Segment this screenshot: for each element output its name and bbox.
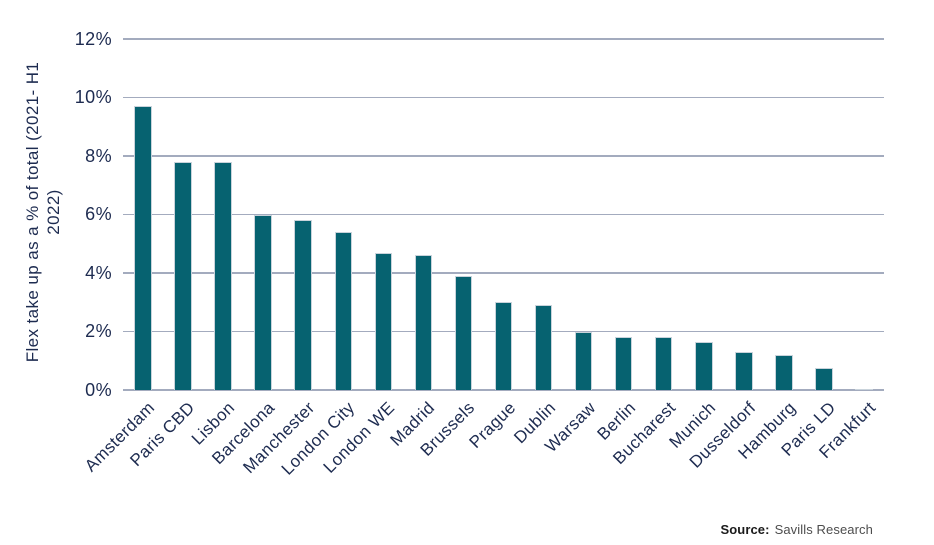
source-note: Source: Savills Research [720, 522, 873, 537]
bar-paris-ld [815, 368, 833, 390]
y-tick-0-: 0% [85, 379, 112, 400]
gridline-6- [123, 213, 884, 216]
y-tick-2-: 2% [85, 321, 112, 341]
bar-frankfurt [855, 388, 873, 390]
bar-dusseldorf [735, 351, 753, 390]
bar-manchester [294, 220, 312, 390]
y-tick-10-: 10% [74, 87, 112, 107]
bar-warsaw [574, 331, 593, 390]
bar-dublin [534, 305, 553, 390]
bar-bucharest [654, 337, 673, 390]
bar-madrid [414, 255, 433, 390]
y-tick-4-: 4% [85, 262, 112, 283]
bar-brussels [454, 275, 473, 390]
gridline-0- [123, 389, 884, 391]
y-tick-12-: 12% [74, 28, 112, 49]
gridline-10- [123, 96, 884, 99]
bar-barcelona [254, 214, 272, 390]
bar-berlin [614, 337, 633, 390]
plot-area [123, 38, 884, 391]
source-text: Savills Research [774, 522, 873, 537]
bar-london-city [334, 232, 353, 390]
bar-hamburg [775, 354, 793, 390]
gridline-12- [123, 38, 884, 40]
bar-london-we [374, 252, 393, 390]
bar-prague [494, 302, 513, 390]
y-tick-6-: 6% [85, 204, 112, 224]
bar-paris-cbd [174, 161, 192, 390]
y-tick-8-: 8% [85, 145, 112, 166]
gridline-4- [123, 272, 884, 274]
source-label: Source: [720, 522, 770, 537]
bar-lisbon [214, 161, 232, 390]
bar-amsterdam [134, 106, 152, 390]
gridline-8- [123, 155, 884, 157]
bar-munich [695, 341, 713, 390]
